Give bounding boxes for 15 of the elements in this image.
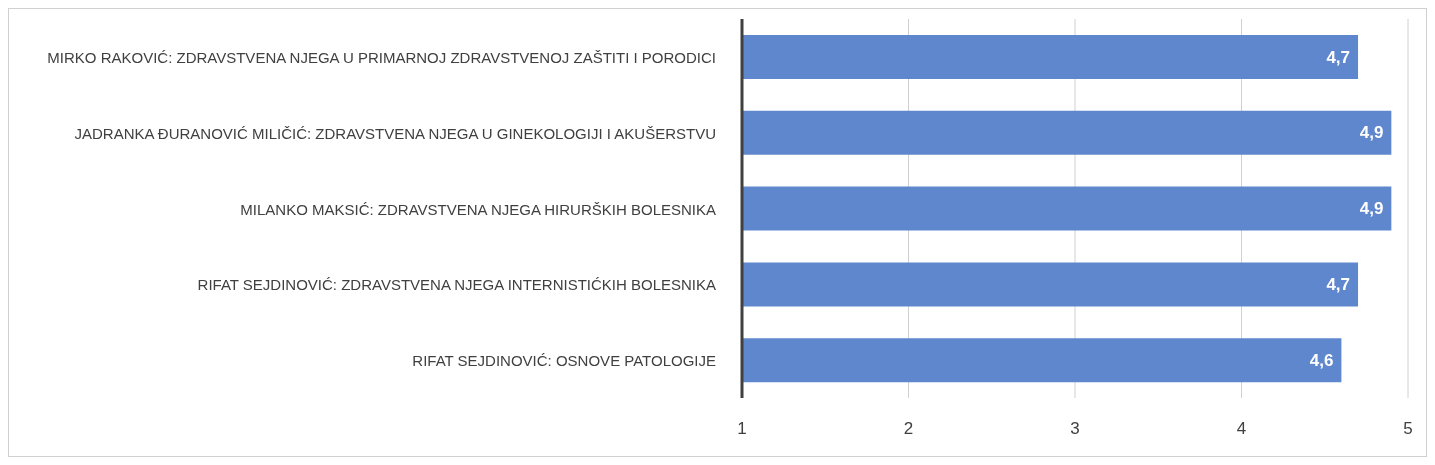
x-tick-label: 1 [737,419,747,439]
data-label: 4,7 [1326,47,1351,67]
data-label: 4,7 [1326,274,1351,294]
y-tick-label: RIFAT SEJDINOVIĆ: OSNOVE PATOLOGIJE [412,351,716,369]
y-tick-label: RIFAT SEJDINOVIĆ: ZDRAVSTVENA NJEGA INTERNISTIĆKIH BOLESNIKA [197,275,716,293]
data-label: 4,9 [1359,123,1384,143]
data-label: 4,9 [1359,199,1384,219]
x-tick-label: 5 [1403,419,1413,439]
x-tick-label: 4 [1236,419,1247,439]
y-tick-label: JADRANKA ĐURANOVIĆ MILIČIĆ: ZDRAVSTVENA NJEGA U GINEKOLOGIJI I AKUŠERSTVU [74,124,716,142]
y-tick-label: MIRKO RAKOVIĆ: ZDRAVSTVENA NJEGA U PRIMARNOJ ZDRAVSTVENOJ ZAŠTITI I PORODICI [47,48,716,66]
data-label: 4,6 [1309,350,1334,370]
y-tick-label: MILANKO MAKSIĆ: ZDRAVSTVENA NJEGA HIRURŠKIH BOLESNIKA [240,200,716,217]
x-tick-label: 3 [1070,419,1080,439]
x-tick-label: 2 [903,419,914,439]
